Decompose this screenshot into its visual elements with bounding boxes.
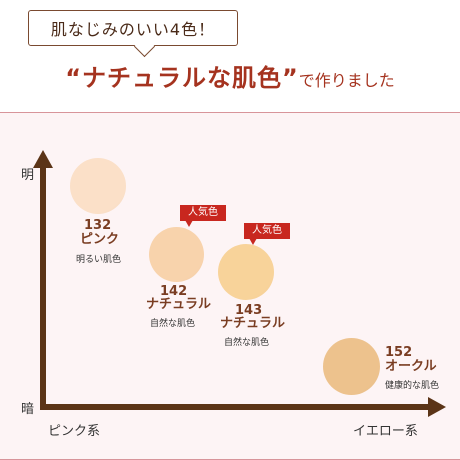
header-badge: 肌なじみのいい4色！ xyxy=(28,10,238,58)
headline-suffix: で作りました xyxy=(298,71,395,90)
axis-label-pink: ピンク系 xyxy=(48,424,101,439)
horizontal-axis-arrow xyxy=(428,397,446,417)
popular-badge-text-142: 人気色 xyxy=(188,207,218,218)
headline-main: “ナチュラルな肌色” xyxy=(65,64,299,92)
shade-name-132: ピンク xyxy=(80,232,120,247)
shade-code-132: 132 xyxy=(84,218,112,233)
swatch-142 xyxy=(149,227,204,282)
shade-name-143: ナチュラル xyxy=(220,316,286,331)
shade-code-142: 142 xyxy=(160,284,188,299)
popular-badge-pointer-143 xyxy=(249,238,257,245)
vertical-axis-arrow xyxy=(33,150,53,168)
shade-name-152: オークル xyxy=(385,359,437,374)
axis-label-bright: 明 xyxy=(21,168,35,183)
popular-badge-pointer-142 xyxy=(185,220,193,227)
shade-note-132: 明るい肌色 xyxy=(76,255,122,265)
popular-badge-142: 人気色 xyxy=(180,205,226,227)
swatch-132 xyxy=(70,158,126,214)
horizontal-axis xyxy=(40,404,432,410)
popular-badge-text-143: 人気色 xyxy=(252,225,282,236)
shade-name-142: ナチュラル xyxy=(146,297,212,312)
axis-label-dark: 暗 xyxy=(21,402,35,417)
swatch-143 xyxy=(218,244,274,300)
axis-label-yellow: イエロー系 xyxy=(353,424,418,439)
vertical-axis xyxy=(40,165,46,410)
shade-note-142: 自然な肌色 xyxy=(150,319,196,329)
shade-note-152: 健康的な肌色 xyxy=(385,381,440,391)
shade-note-143: 自然な肌色 xyxy=(224,338,270,348)
shade-code-143: 143 xyxy=(235,303,263,318)
header-badge-text: 肌なじみのいい4色！ xyxy=(50,20,216,39)
headline: “ナチュラルな肌色”で作りました xyxy=(0,58,460,93)
swatch-152 xyxy=(323,338,380,395)
popular-badge-143: 人気色 xyxy=(244,223,290,245)
shade-code-152: 152 xyxy=(385,345,413,360)
